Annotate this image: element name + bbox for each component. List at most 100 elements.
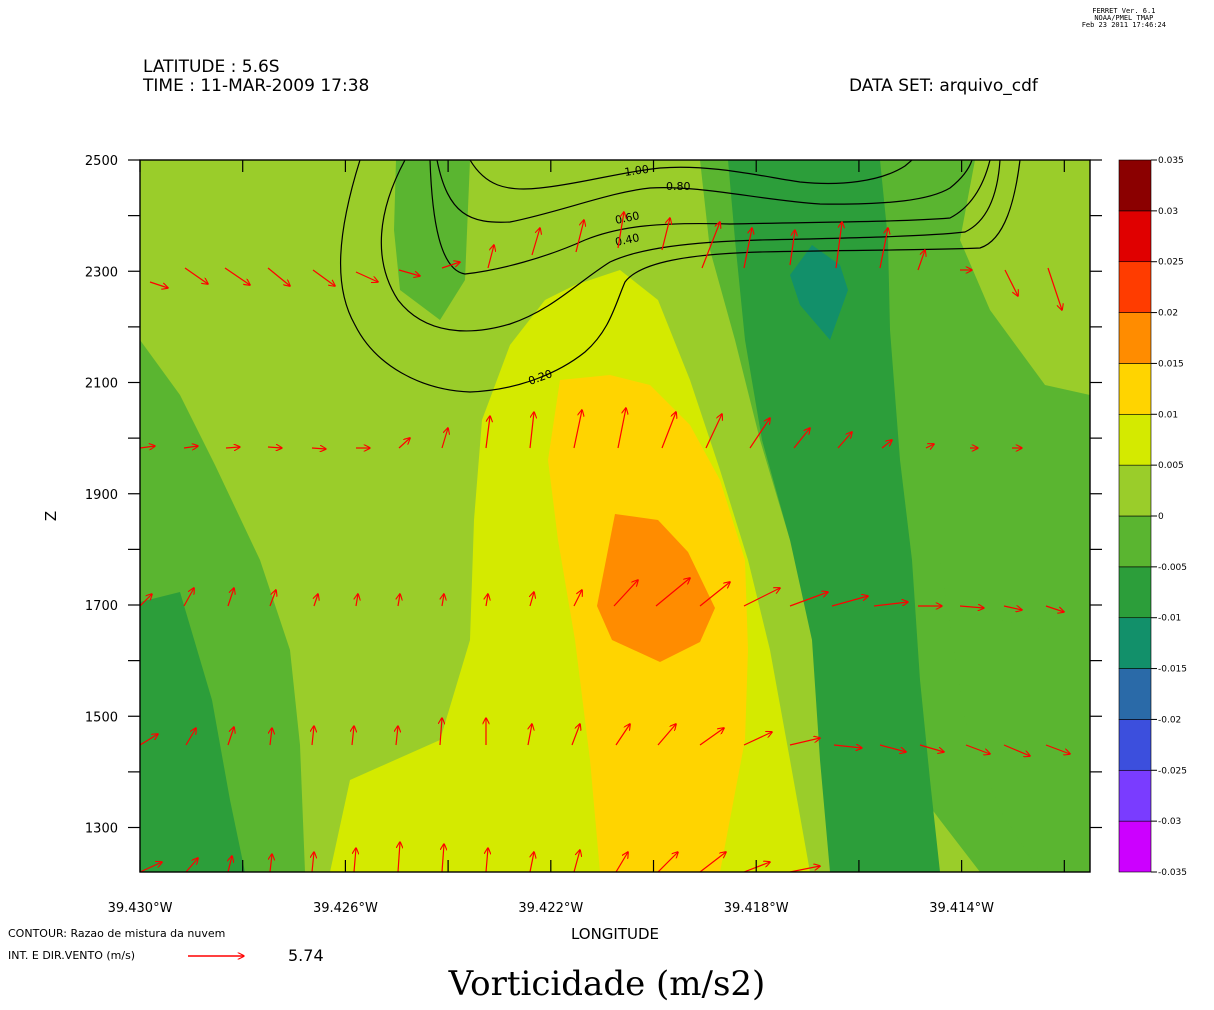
y-tick-label-10: 2300: [85, 265, 118, 280]
wind-vector-89: [228, 856, 232, 872]
wind-vector-87: [140, 862, 162, 872]
wind-vector-96: [530, 852, 534, 872]
wind-vector-85: [1003, 744, 1030, 756]
wind-vector-56: [699, 582, 730, 607]
y-axis-label: Z: [42, 511, 60, 521]
wind-vector-24: [225, 447, 240, 448]
x-axis-label: LONGITUDE: [571, 925, 659, 943]
wind-vector-39: [881, 440, 892, 449]
wind-vector-32: [573, 410, 582, 449]
y-tick-label-0: 1300: [85, 822, 118, 837]
wind-vector-11: [617, 212, 624, 249]
wind-vector-33: [617, 408, 626, 449]
wind-vector-84: [965, 744, 990, 754]
contour-legend-label: CONTOUR: Razao de mistura da nuvem: [8, 927, 226, 940]
wind-vector-58: [789, 592, 828, 607]
colorbar-swatch-0: [1118, 820, 1152, 873]
y-tick-label-8: 2100: [85, 377, 118, 392]
colorbar-swatch-7: [1118, 464, 1152, 517]
ferret-version: FERRET Ver. 6.1: [1092, 7, 1156, 15]
wind-vector-49: [398, 594, 400, 607]
ferret-org: NOAA/PMEL TMAP: [1094, 14, 1154, 22]
wind-vector-66: [185, 728, 196, 746]
wind-vector-82: [879, 744, 906, 752]
wind-vector-48: [356, 594, 358, 607]
vector-legend-value: 5.74: [288, 946, 324, 965]
x-axis: 39.430°W 39.426°W 39.422°W 39.418°W 39.414°W: [108, 160, 1065, 916]
wind-vector-68: [270, 728, 272, 746]
x-tick-label-6: 39.418°W: [724, 901, 789, 916]
wind-vector-10: [575, 220, 584, 253]
wind-vector-15: [789, 230, 795, 266]
colorbar-swatch-6: [1118, 515, 1152, 568]
wind-vector-55: [655, 578, 690, 607]
wind-vector-60: [873, 602, 908, 607]
y-tick-label-4: 1700: [85, 599, 118, 614]
wind-vector-52: [530, 592, 534, 607]
wind-vector-99: [657, 852, 678, 872]
wind-vector-46: [269, 590, 276, 607]
contour-line-0.60: [429, 160, 991, 275]
x-tick-label-4: 39.422°W: [518, 901, 583, 916]
colorbar-label-6: -0.005: [1158, 563, 1187, 573]
colorbar-swatch-4: [1118, 617, 1152, 669]
wind-vector-101: [743, 862, 770, 872]
dataset-label: DATA SET: arquivo_cdf: [849, 76, 1038, 96]
wind-vector-13: [701, 222, 720, 269]
y-tick-label-2: 1500: [85, 710, 118, 725]
wind-vector-81: [833, 745, 862, 748]
wind-vector-2: [224, 267, 250, 285]
colorbar-swatch-2: [1118, 719, 1152, 771]
wind-vector-71: [396, 726, 398, 746]
wind-vector-92: [354, 848, 356, 872]
time-label: TIME : 11-MAR-2009 17:38: [143, 76, 370, 96]
x-tick-label-8: 39.414°W: [929, 901, 994, 916]
colorbar-swatch-5: [1118, 566, 1152, 619]
wind-vector-88: [185, 858, 198, 872]
wind-vector-93: [398, 842, 400, 872]
wind-vector-21: [1047, 267, 1062, 310]
colorbar-swatch-3: [1118, 668, 1152, 720]
wind-vector-59: [831, 596, 868, 607]
y-tick-label-6: 1900: [85, 488, 118, 503]
wind-vector-6: [398, 269, 420, 276]
wind-vector-9: [531, 228, 540, 256]
wind-vector-30: [485, 416, 490, 449]
wind-vector-83: [919, 744, 944, 752]
wind-vector-37: [793, 428, 810, 449]
level-neg0.01-right-band: [728, 160, 940, 872]
wind-vector-70: [352, 726, 354, 746]
wind-vector-53: [573, 590, 582, 607]
contour-line-1.00: [469, 160, 913, 190]
wind-vector-50: [442, 594, 444, 607]
wind-vector-7: [441, 262, 460, 269]
wind-vector-54: [613, 580, 638, 607]
y-axis: 1300 1500 1700 1900 2100 2300 2500: [85, 154, 1102, 837]
wind-vector-43: [140, 594, 152, 607]
wind-vector-78: [699, 728, 724, 746]
wind-vector-3: [267, 267, 290, 286]
wind-vectors: [140, 212, 1070, 872]
colorbar-label-3: -0.02: [1158, 715, 1181, 725]
colorbar-label-11: 0.02: [1158, 309, 1178, 319]
wind-vector-72: [440, 718, 442, 746]
colorbar-swatch-11: [1118, 261, 1152, 313]
wind-vector-97: [573, 850, 580, 872]
wind-vector-95: [486, 848, 488, 872]
colorbar-label-12: 0.025: [1158, 258, 1184, 268]
wind-vector-35: [705, 414, 722, 449]
wind-vector-36: [749, 418, 770, 449]
wind-vector-67: [227, 727, 234, 746]
wind-vector-77: [657, 724, 676, 746]
wind-vector-34: [661, 412, 676, 449]
filled-contours: [140, 160, 1090, 872]
wind-vector-69: [312, 726, 314, 746]
colorbar-swatch-1: [1118, 769, 1152, 822]
colorbar-label-9: 0.01: [1158, 410, 1178, 420]
colorbar: -0.035 -0.03 -0.025 -0.02 -0.015 -0.01 -0.005 0…: [1118, 156, 1187, 878]
wind-vector-98: [615, 852, 628, 872]
contour-line-0.80: [436, 160, 973, 223]
contour-label-0.80: 0.80: [666, 180, 691, 193]
wind-vector-23: [183, 446, 198, 448]
